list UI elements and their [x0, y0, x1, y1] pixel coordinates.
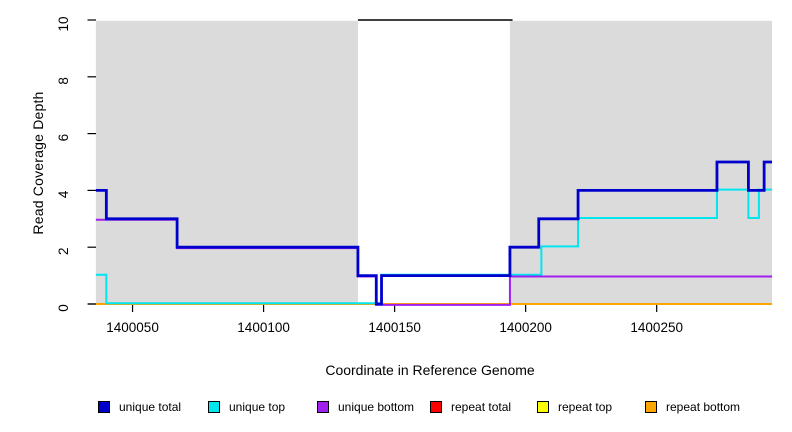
legend-item-repeat-bottom: repeat bottom [645, 400, 740, 414]
y-tick-label: 6 [56, 134, 71, 142]
legend-label: repeat total [451, 400, 512, 414]
legend-item-unique-top: unique top [208, 400, 285, 414]
legend-item-unique-total: unique total [98, 400, 181, 414]
chart-legend: unique total unique top unique bottom re… [0, 400, 792, 418]
x-tick-label: 1400200 [499, 320, 552, 335]
legend-label: unique top [229, 400, 286, 414]
shaded-region [95, 20, 358, 305]
legend-item-repeat-total: repeat total [430, 400, 511, 414]
x-tick-label: 1400100 [237, 320, 290, 335]
legend-swatch-unique-bottom [317, 401, 329, 413]
legend-swatch-repeat-total [430, 401, 442, 413]
legend-item-unique-bottom: unique bottom [317, 400, 414, 414]
y-tick-label: 8 [56, 77, 71, 85]
y-tick-label: 10 [56, 16, 71, 31]
legend-label: repeat bottom [666, 400, 741, 414]
legend-swatch-unique-total [98, 401, 110, 413]
legend-label: unique total [119, 400, 182, 414]
x-axis-title: Coordinate in Reference Genome [325, 362, 535, 378]
x-tick-label: 1400150 [368, 320, 421, 335]
legend-swatch-unique-top [208, 401, 220, 413]
chart-canvas: 1400050 1400100 1400150 1400200 1400250 0 2 4 6 8… [56, 16, 772, 335]
y-tick-label: 4 [56, 190, 71, 198]
legend-swatch-repeat-bottom [645, 401, 657, 413]
x-tick-label: 1400050 [106, 320, 159, 335]
legend-label: unique bottom [338, 400, 415, 414]
y-axis-title: Read Coverage Depth [30, 91, 46, 235]
x-tick-label: 1400250 [630, 320, 683, 335]
y-tick-label: 2 [56, 247, 71, 255]
series-line-unique-top [95, 188, 772, 305]
y-tick-label: 0 [56, 304, 71, 312]
legend-item-repeat-top: repeat top [537, 400, 612, 414]
series-line-unique-total [95, 160, 772, 306]
legend-swatch-repeat-top [537, 401, 549, 413]
legend-label: repeat top [558, 400, 613, 414]
